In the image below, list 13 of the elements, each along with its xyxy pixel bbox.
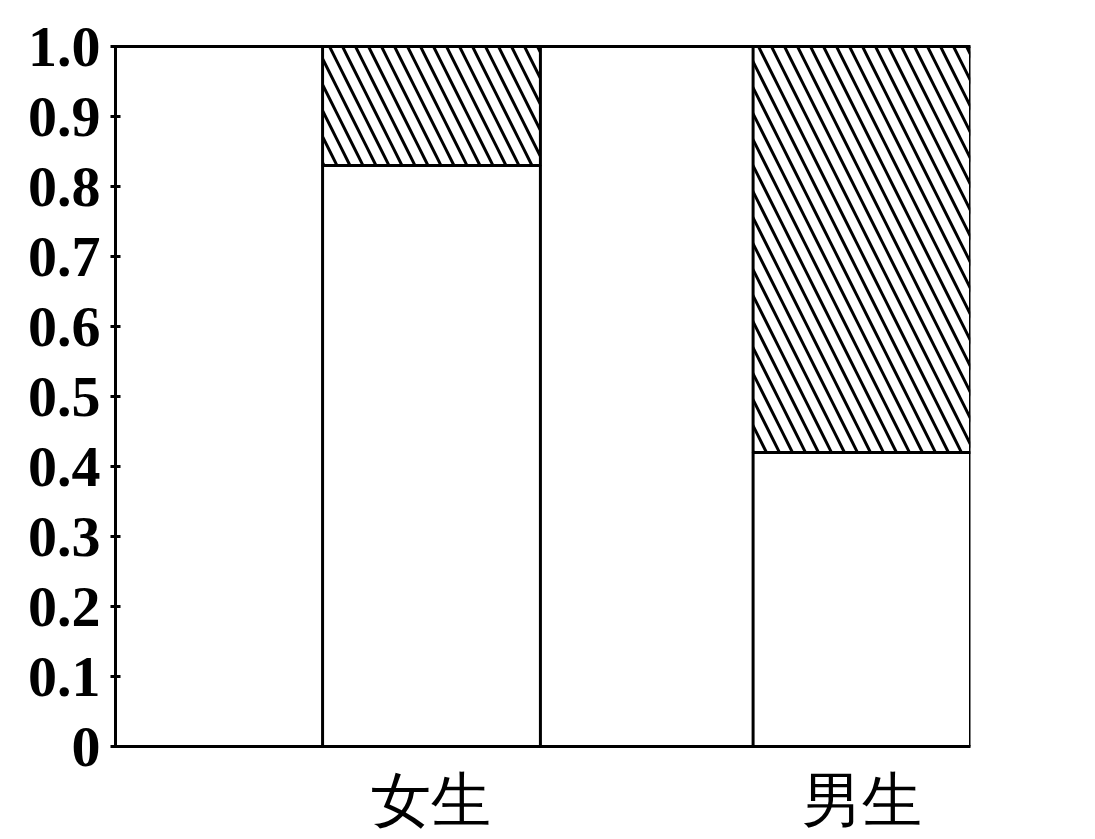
y-tick-label: 0.4 <box>28 433 101 499</box>
y-tick-label: 1.0 <box>28 13 101 79</box>
x-tick-label: 女生 <box>371 764 492 835</box>
y-tick-label: 0.8 <box>28 153 101 219</box>
y-tick-label: 0.9 <box>28 83 101 149</box>
y-tick-label: 0 <box>71 713 101 779</box>
y-tick-label: 0.1 <box>28 643 101 709</box>
y-tick-label: 0.2 <box>28 573 101 639</box>
x-tick-label: 男生 <box>802 764 923 835</box>
y-tick-label: 0.3 <box>28 503 101 569</box>
y-tick-label: 0.7 <box>28 223 101 289</box>
y-tick-label: 0.6 <box>28 293 101 359</box>
y-tick-label: 0.5 <box>28 363 101 429</box>
